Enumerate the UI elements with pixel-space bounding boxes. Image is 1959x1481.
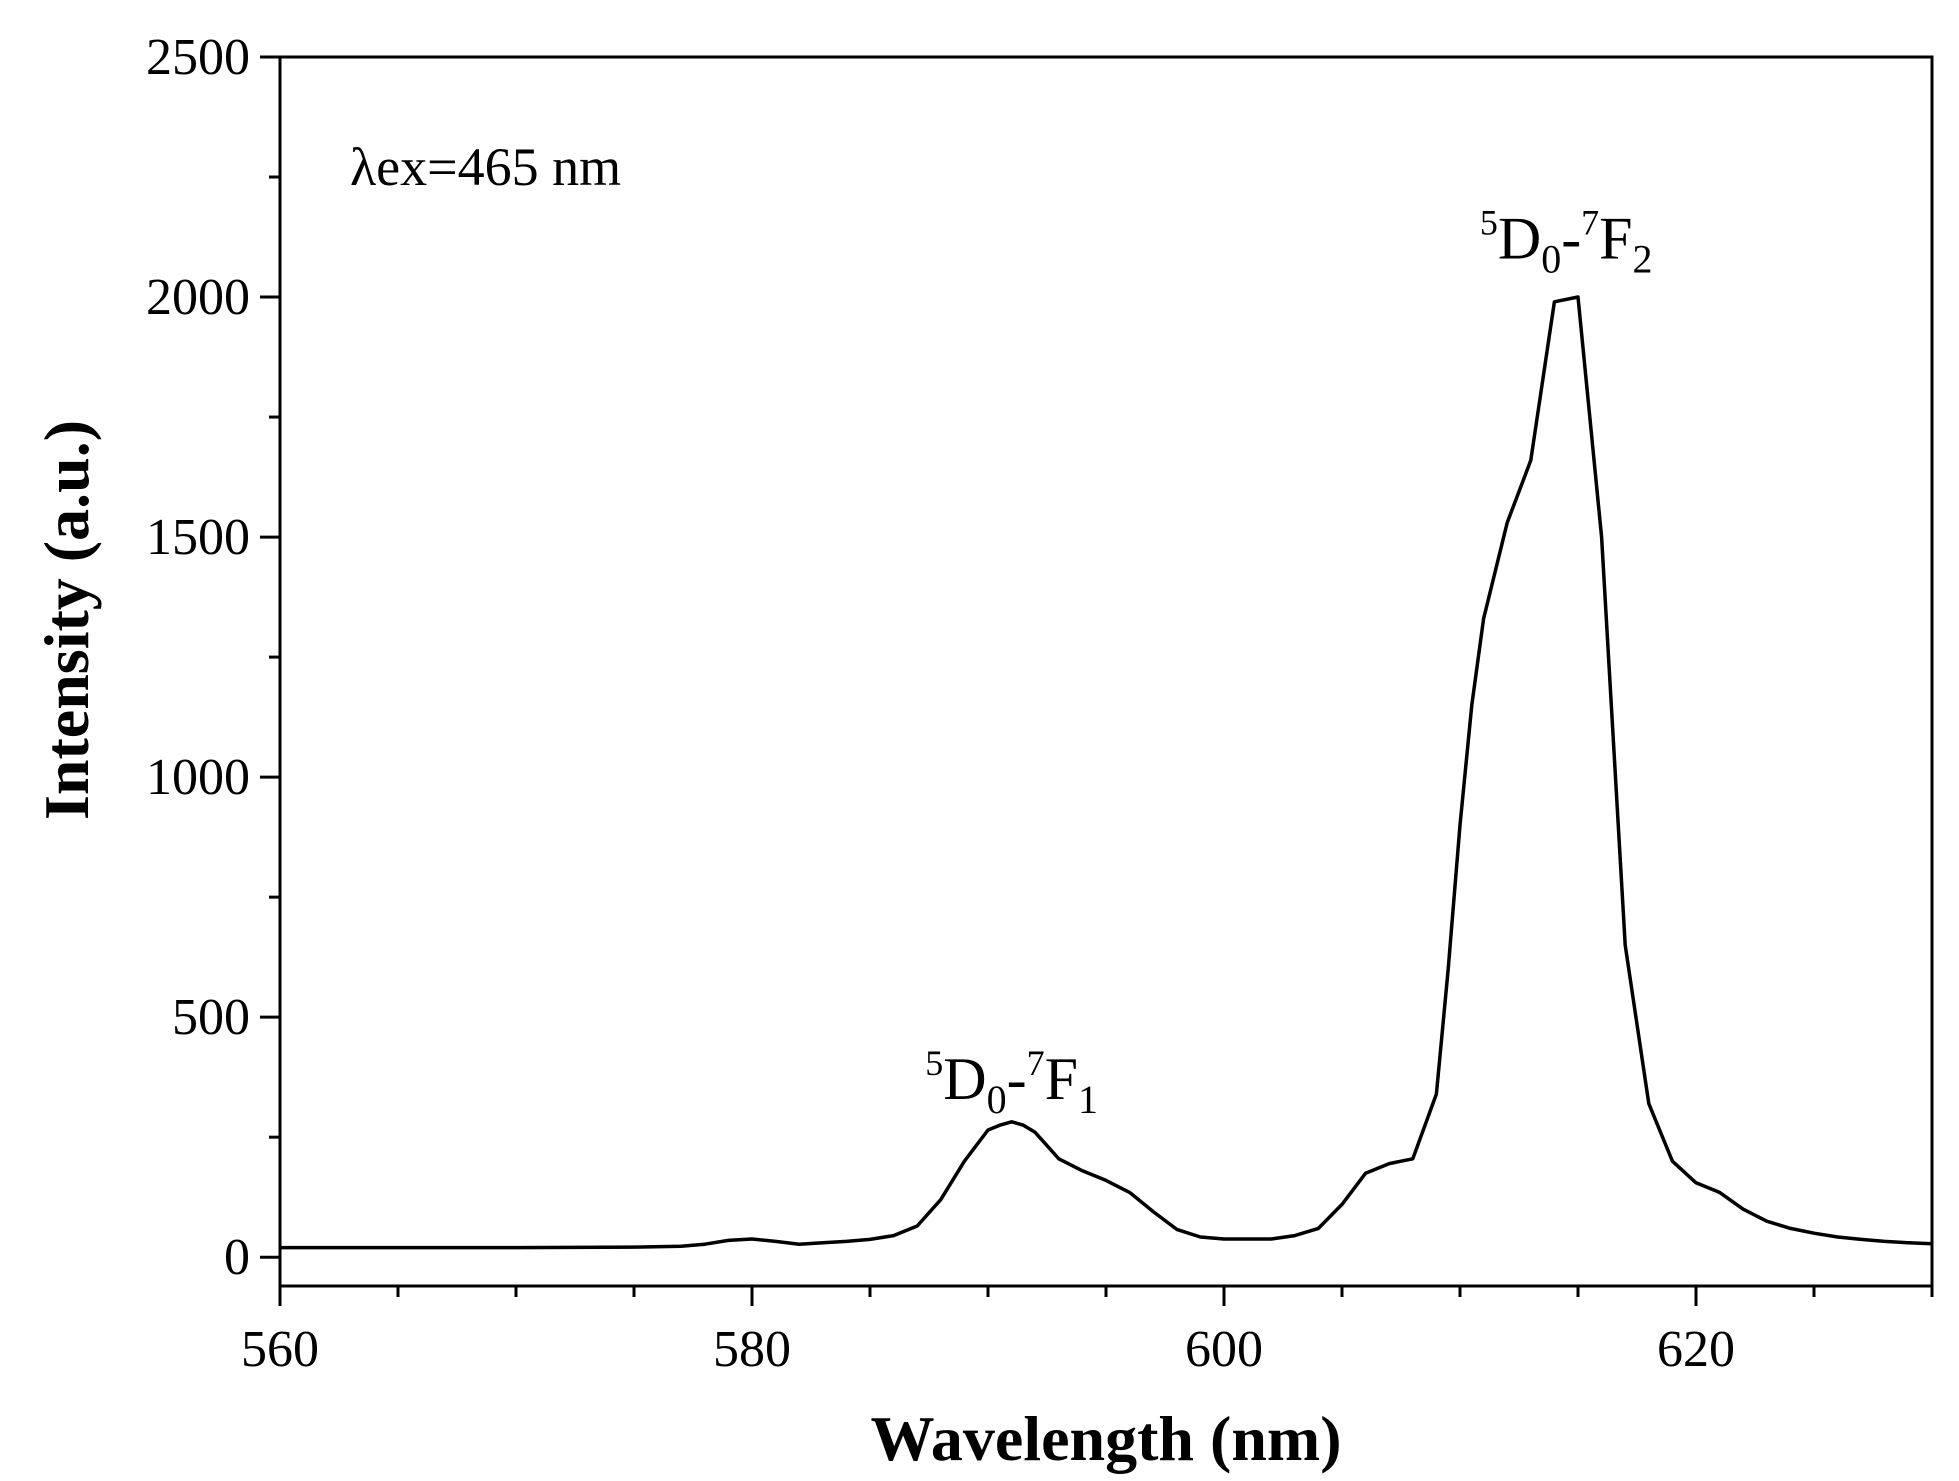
- peak2-sup2: 7: [1581, 203, 1599, 243]
- peak1-sup2: 7: [1027, 1043, 1045, 1083]
- x-tick-label: 580: [713, 1321, 791, 1378]
- y-axis-title: Intensity (a.u.): [31, 420, 102, 820]
- y-tick-label: 1000: [146, 749, 250, 806]
- x-tick-label: 620: [1657, 1321, 1735, 1378]
- x-tick-label: 600: [1185, 1321, 1263, 1378]
- x-axis-title: Wavelength (nm): [870, 1403, 1341, 1474]
- plot-frame: [278, 55, 1934, 1288]
- peak2-main1: D: [1498, 206, 1541, 272]
- emission-series-line: [280, 295, 1933, 1250]
- x-tick-label: 560: [241, 1321, 319, 1378]
- peak-label-5d0-7f1: 5D0-7F1: [925, 1043, 1098, 1122]
- peak2-dash: -: [1561, 206, 1581, 272]
- peak2-sub2: 2: [1633, 237, 1653, 282]
- peak1-main1: D: [943, 1046, 986, 1112]
- peak1-sub2: 1: [1078, 1077, 1098, 1122]
- peak1-main2: F: [1045, 1046, 1078, 1112]
- axis-ticks: [260, 55, 1934, 1306]
- excitation-annotation: λex=465 nm: [350, 137, 621, 197]
- y-tick-label: 2000: [146, 269, 250, 326]
- y-tick-label: 1500: [146, 509, 250, 566]
- peak2-sup1: 5: [1480, 203, 1498, 243]
- y-tick-label: 0: [224, 1229, 250, 1286]
- peak1-sub1: 0: [987, 1077, 1007, 1122]
- peak-label-5d0-7f2: 5D0-7F2: [1480, 203, 1653, 282]
- y-tick-label: 2500: [146, 29, 250, 86]
- y-tick-label: 500: [172, 989, 250, 1046]
- peak2-main2: F: [1599, 206, 1632, 272]
- peak2-sub1: 0: [1541, 237, 1561, 282]
- peak1-dash: -: [1007, 1046, 1027, 1112]
- peak1-sup1: 5: [925, 1043, 943, 1083]
